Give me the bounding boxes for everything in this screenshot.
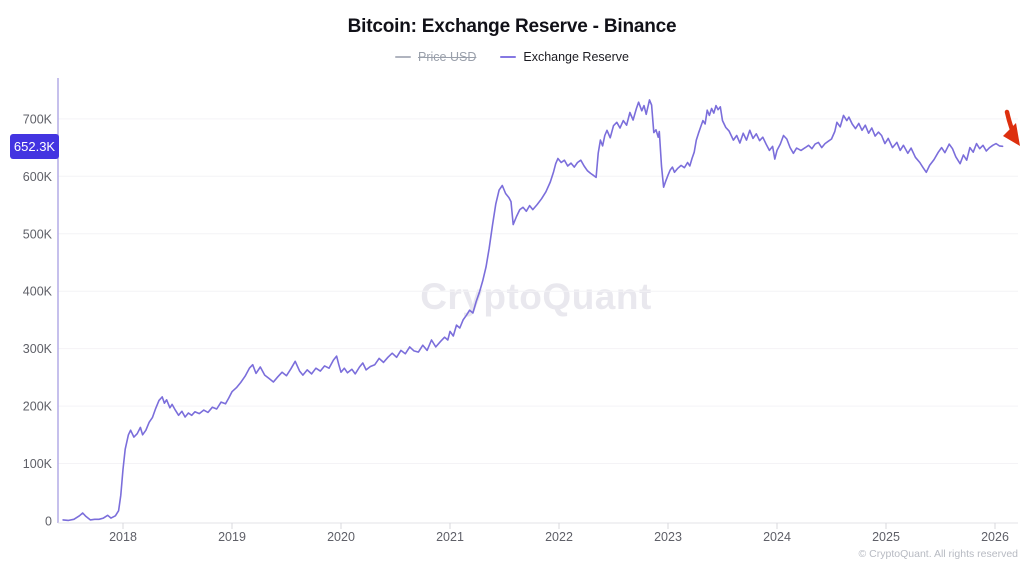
y-axis-label-600K: 600K [23, 170, 53, 184]
x-axis-label-2023: 2023 [654, 530, 682, 544]
x-axis-label-2019: 2019 [218, 530, 246, 544]
legend-label-exchange-reserve: Exchange Reserve [523, 50, 629, 64]
chart-title: Bitcoin: Exchange Reserve - Binance [347, 16, 677, 37]
x-axis-label-2018: 2018 [109, 530, 137, 544]
y-axis-label-300K: 300K [23, 342, 53, 356]
x-axis-label-2026: 2026 [981, 530, 1009, 544]
y-axis-label-500K: 500K [23, 227, 53, 241]
y-axis-label-700K: 700K [23, 112, 53, 126]
exchange-reserve-line [62, 99, 1004, 522]
copyright-text: © CryptoQuant. All rights reserved [858, 548, 1018, 560]
red-arrow-head [1003, 123, 1020, 146]
legend-item-price-usd[interactable]: Price USD [395, 50, 476, 64]
axes [57, 78, 1018, 529]
x-axis-label-2024: 2024 [763, 530, 791, 544]
axis-labels: 0 100K 200K 300K 400K 500K 600K 700K 2018 2019 202… [23, 112, 1009, 544]
legend-item-exchange-reserve[interactable]: Exchange Reserve [500, 50, 629, 64]
y-axis-label-100K: 100K [23, 457, 53, 471]
red-arrow-annotation-icon [1003, 109, 1020, 146]
last-value-badge: 652.3K [10, 133, 59, 159]
x-axis-label-2025: 2025 [872, 530, 900, 544]
y-axis-label-400K: 400K [23, 285, 53, 299]
x-axis-label-2021: 2021 [436, 530, 464, 544]
price-usd-line-swatch-icon [395, 56, 412, 58]
x-axis-label-2022: 2022 [545, 530, 573, 544]
x-axis-label-2020: 2020 [327, 530, 355, 544]
y-axis-label-200K: 200K [23, 400, 53, 414]
legend-label-price-usd: Price USD [418, 50, 477, 64]
y-axis-label-0: 0 [45, 515, 52, 529]
exchange-reserve-line-swatch-icon [500, 56, 517, 58]
exchange-reserve-series[interactable] [62, 99, 1004, 522]
chart-legend: Price USD Exchange Reserve [0, 50, 1024, 64]
